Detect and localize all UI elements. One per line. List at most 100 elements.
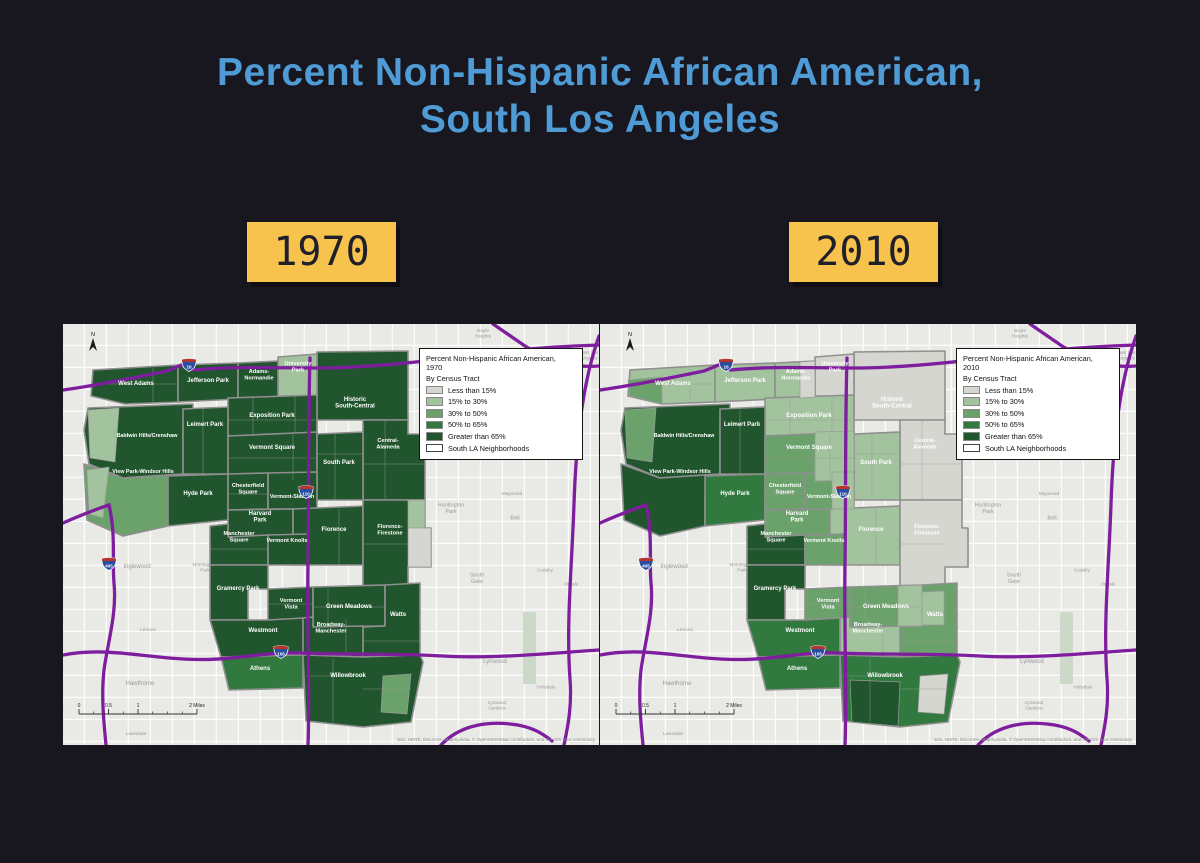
legend-item: Less than 15% [963,386,1113,395]
label-willowbrook: Willowbrook [867,673,903,679]
basemap-label-cudahy: Cudahy [1074,568,1091,573]
legend-subtitle: By Census Tract [426,373,480,383]
basemap-label-lynwood: Lynwood [1020,659,1044,665]
label-florence: Florence [321,527,347,533]
tract-detail [799,360,816,399]
tract-lines [96,368,425,722]
legend-item: Less than 15% [426,386,576,395]
basemap-label-inglewood: Inglewood [660,564,687,570]
svg-text:110: 110 [302,492,310,497]
scale-label: 1 [674,703,677,709]
scale-label: 2 Miles [189,703,205,709]
label-chesterfield-square: Chesterfield Square [769,483,802,496]
page-title-line2: South Los Angeles [419,97,781,141]
tract-lines [633,368,962,722]
freeway [439,721,554,745]
interstate-shield-105: 105 [810,645,826,659]
attribution: Esri, HERE, DeLorme, Mapmyindia, © OpenS… [397,736,595,742]
year-chip-2010: 2010 [789,222,938,282]
label-broadway-manchester: Broadway-Manchester [852,622,884,635]
basemap-label-inglewood: Inglewood [123,564,150,570]
legend-label: Greater than 65% [985,431,1043,441]
legend-label: 30% to 50% [985,408,1025,418]
basemap-label-lynwood-gardens: Lynwood Gardens [1025,700,1044,711]
label-baldwin-hills: Baldwin Hills/Crenshaw [117,433,179,439]
basemap-label-boyle-heights: Boyle Heights [1012,328,1029,340]
freeway [976,721,1091,745]
label-south-park: South Park [860,460,892,466]
label-exposition-park: Exposition Park [249,413,295,419]
tract-hyde-park [704,473,766,527]
legend-1970: Percent Non-Hispanic African American, 19… [419,348,583,460]
legend-label: 50% to 65% [985,420,1025,430]
neighborhood-labels: Historic South-Central University Park West … [112,361,407,679]
legend-label: Less than 15% [448,385,497,395]
svg-text:105: 105 [814,652,822,657]
page-title-line1: Percent Non-Hispanic African American, [217,51,983,94]
legend-swatch [963,397,980,406]
basemap-label-lennox: Lennox [677,627,693,633]
basemap-label-huntington-park: Huntington Park [438,502,465,515]
label-leimert-park: Leimert Park [187,422,224,428]
interstate-shield-405: 405 [101,557,117,571]
basemap-label-boyle-heights: Boyle Heights [475,328,492,340]
legend-swatch [426,443,443,453]
label-hyde-park: Hyde Park [720,491,750,497]
legend-swatch [963,385,980,395]
tract-detail [897,584,923,627]
legend-title: Percent Non-Hispanic African American, 20… [963,354,1093,373]
basemap-label-cudahy: Cudahy [537,568,554,573]
scale-label: 0.5 [105,703,112,709]
label-vermont-slauson: Vermont-Slauson [807,494,851,500]
basemap-label-maywood: Maywood [502,491,523,497]
basemap-label-lennox: Lennox [140,627,156,633]
label-vermont-knolls: Vermont Knolls [803,538,844,544]
legend-swatch [426,420,443,430]
basemap-label-south-gate: South Gate [1007,572,1021,585]
label-university-park: University Park [821,361,849,374]
tract-historic-south-central [316,350,409,421]
tract-south-park [316,431,364,501]
label-westmont: Westmont [786,628,815,634]
year-chip-1970: 1970 [247,222,396,282]
freeway [63,502,117,745]
label-athens: Athens [250,666,271,672]
basemap-label-hawthorne: Hawthorne [125,681,155,687]
tract-detail [380,673,412,715]
legend-swatch [963,420,980,430]
tract-athens [220,654,304,691]
legend-swatch [963,432,980,441]
label-adams-normandie: Adams-Normandie [244,369,273,382]
label-gramercy-park: Gramercy Park [754,586,797,592]
basemap-label-morningside-park: Morningside Park [729,562,754,573]
label-south-park: South Park [323,460,355,466]
scale-label: 0 [78,703,81,709]
tract-detail [87,407,120,463]
label-chesterfield-square: Chesterfield Square [232,483,265,496]
legend-swatch [426,409,443,418]
label-gramercy-park: Gramercy Park [217,586,260,592]
legend-item: 50% to 65% [426,420,576,429]
freeway [600,648,1136,662]
basemap-label-maywood: Maywood [1039,491,1060,497]
attribution: Esri, HERE, DeLorme, Mapmyindia, © OpenS… [934,736,1132,742]
svg-text:405: 405 [642,564,650,569]
svg-text:10: 10 [186,365,192,370]
legend-item: Greater than 65% [963,432,1113,441]
basemap-label-lawndale: Lawndale [663,731,684,737]
basemap-label-huntington-park: Huntington Park [975,502,1002,515]
legend-2010: Percent Non-Hispanic African American, 20… [956,348,1120,460]
interstate-shield-405: 405 [638,557,654,571]
legend-label: 30% to 50% [448,408,488,418]
legend-swatch [963,443,980,453]
basemap-label-east-los-angeles: East Los Angeles [1117,350,1136,362]
label-westmont: Westmont [249,628,278,634]
label-vermont-vista: Vermont Vista [817,598,840,611]
park-patch [1060,612,1073,684]
scale-label: 0 [615,703,618,709]
legend-swatch [426,397,443,406]
tract-detail [849,679,901,727]
label-central-alameda: Central-Alameda [376,438,400,451]
